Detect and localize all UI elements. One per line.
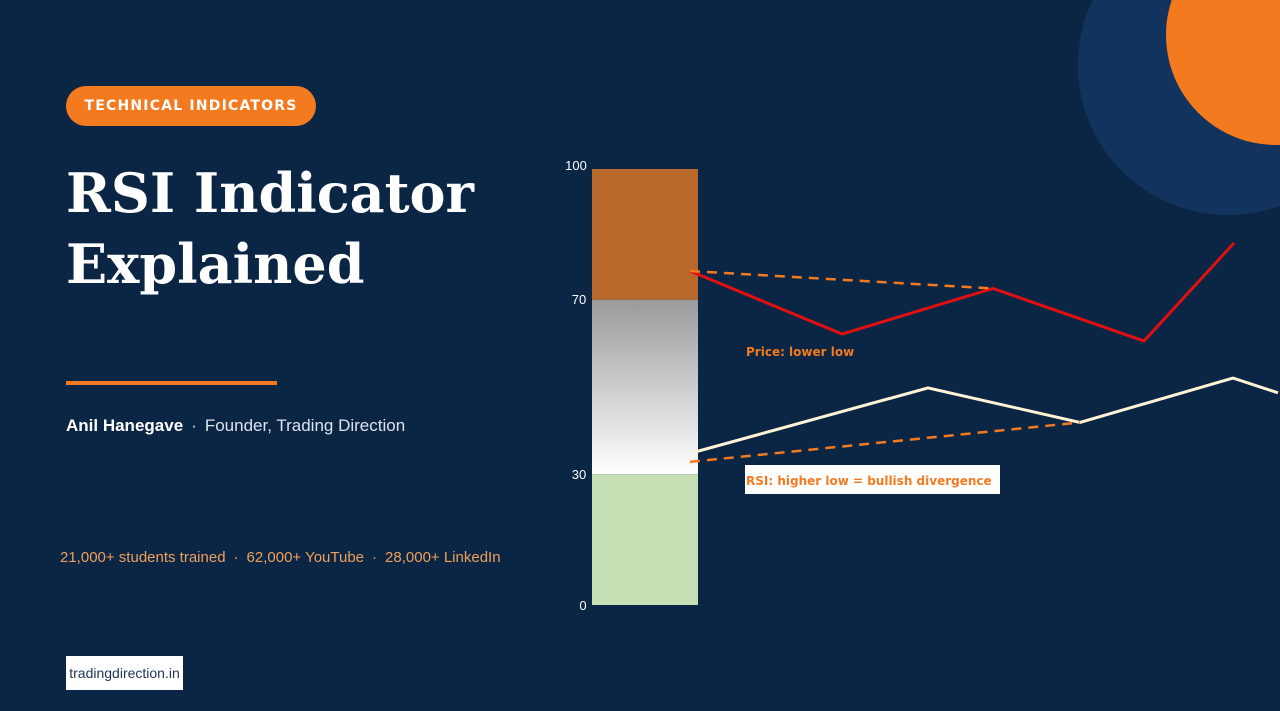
price-annotation: Price: lower low <box>746 345 854 359</box>
stat-linkedin: 28,000+ LinkedIn <box>385 549 501 566</box>
stat-youtube: 62,000+ YouTube <box>246 549 365 566</box>
author-role: Founder, Trading Direction <box>204 416 406 435</box>
stats-line: 21,000+ students trained · 62,000+ YouTube… <box>60 549 501 566</box>
stat-students: 21,000+ students trained <box>60 549 226 566</box>
rsi-trendline <box>689 421 1081 464</box>
author-line: Anil Hanegave · Founder, Trading Direction <box>66 416 405 436</box>
price-trendline <box>689 269 994 290</box>
stats-separator-1: · <box>233 549 239 566</box>
title-line-1: RSI Indicator <box>66 161 475 225</box>
price-series-line <box>689 241 1236 343</box>
title-line-2: Explained <box>66 232 365 296</box>
zone-oversold <box>592 474 698 605</box>
website-label: tradingdirection.in <box>66 656 183 690</box>
author-separator: · <box>191 416 197 435</box>
zone-neutral <box>592 299 698 475</box>
slide-title: RSI Indicator Explained <box>66 158 474 300</box>
accent-divider <box>66 381 277 385</box>
scale-tick-70: 70 <box>572 292 586 307</box>
zone-overbought <box>592 169 698 300</box>
stats-separator-2: · <box>372 549 378 566</box>
author-name: Anil Hanegave <box>66 416 184 435</box>
rsi-annotation-box <box>745 465 1000 494</box>
scale-tick-100: 100 <box>565 158 587 173</box>
category-badge: TECHNICAL INDICATORS <box>66 86 316 126</box>
rsi-series-line <box>694 376 1279 454</box>
rsi-annotation: RSI: higher low = bullish divergence <box>746 474 992 488</box>
scale-tick-0: 0 <box>579 598 586 613</box>
scale-tick-30: 30 <box>572 467 586 482</box>
